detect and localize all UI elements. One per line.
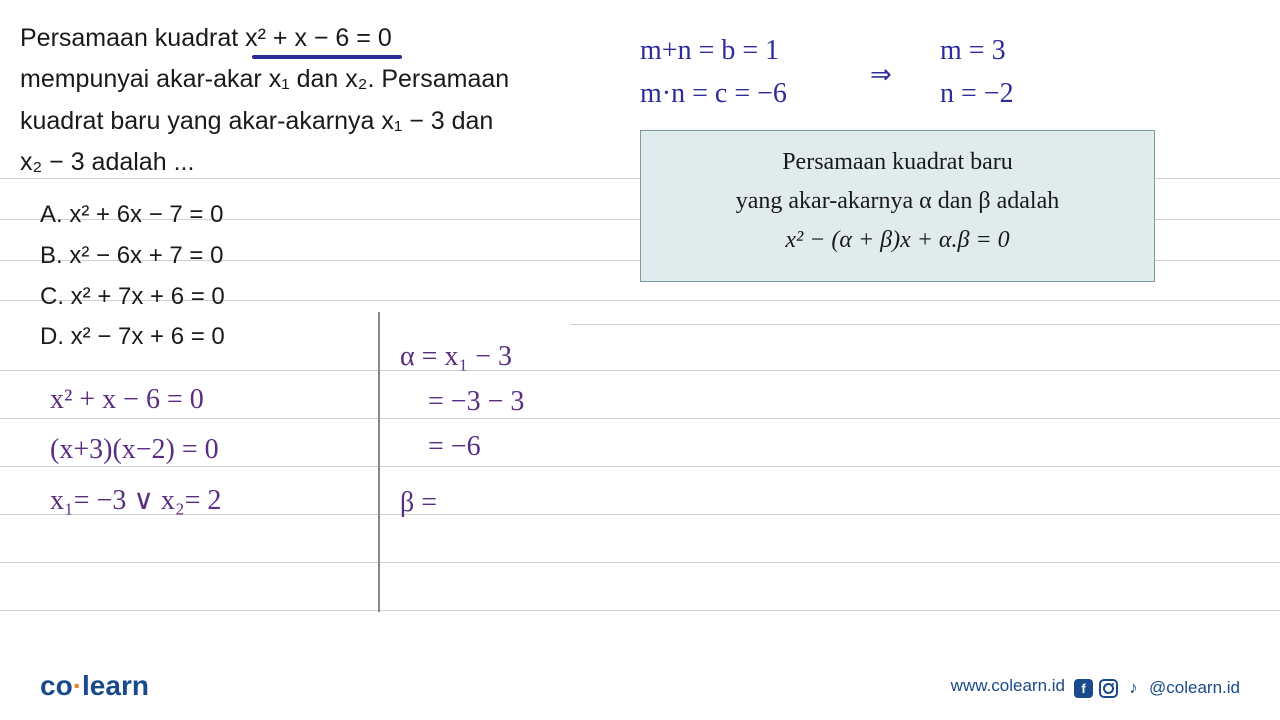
formula-info-box: Persamaan kuadrat baru yang akar-akarnya… [640, 130, 1155, 282]
work-r3: = −6 [400, 425, 524, 470]
handwriting-n: n = −2 [940, 78, 1014, 110]
problem-line3: kuadrat baru yang akar-akarnya x₁ − 3 da… [20, 101, 575, 142]
work-r2: = −3 − 3 [400, 380, 524, 425]
option-c: C. x² + 7x + 6 = 0 [40, 277, 225, 318]
problem-line2: mempunyai akar-akar x₁ dan x₂. Persamaan [20, 59, 575, 100]
work-r4: β = [400, 481, 524, 526]
work-l1: x² + x − 6 = 0 [50, 375, 221, 425]
info-formula: x² − (α + β)x + α.β = 0 [661, 227, 1134, 254]
work-r1: α = x₁ − 3 [400, 335, 524, 380]
vertical-divider [378, 312, 380, 612]
work-l2: (x+3)(x−2) = 0 [50, 425, 221, 475]
colearn-logo: co·learn [40, 670, 149, 702]
option-d: D. x² − 7x + 6 = 0 [40, 317, 225, 358]
instagram-icon [1099, 679, 1118, 698]
work-l3: x₁= −3 ∨ x₂= 2 [50, 476, 221, 526]
website-url: www.colearn.id [951, 676, 1065, 696]
social-handle: @colearn.id [1149, 678, 1240, 698]
option-a: A. x² + 6x − 7 = 0 [40, 195, 225, 236]
option-b: B. x² − 6x + 7 = 0 [40, 236, 225, 277]
logo-learn: learn [82, 670, 149, 701]
implies-arrow-icon: ⇒ [870, 60, 892, 90]
problem-text: Persamaan kuadrat x² + x − 6 = 0 mempuny… [20, 18, 575, 183]
handwriting-product: m·n = c = −6 [640, 78, 787, 110]
info-title: Persamaan kuadrat baru [661, 149, 1134, 176]
social-handles: f ♪ @colearn.id [1074, 678, 1240, 698]
facebook-icon: f [1074, 679, 1093, 698]
answer-options: A. x² + 6x − 7 = 0 B. x² − 6x + 7 = 0 C.… [40, 195, 225, 358]
worked-solution-left: x² + x − 6 = 0 (x+3)(x−2) = 0 x₁= −3 ∨ x… [50, 375, 221, 526]
logo-dot: · [73, 670, 82, 701]
problem-line1a: Persamaan kuadrat [20, 24, 245, 52]
handwriting-m: m = 3 [940, 35, 1006, 67]
worked-solution-right: α = x₁ − 3 = −3 − 3 = −6 β = [400, 335, 524, 526]
problem-eq: x² + x − 6 = 0 [245, 24, 392, 52]
info-sub: yang akar-akarnya α dan β adalah [661, 188, 1134, 215]
tiktok-icon: ♪ [1124, 679, 1143, 698]
footer: co·learn www.colearn.id f ♪ @colearn.id [0, 662, 1280, 702]
problem-line4: x₂ − 3 adalah ... [20, 142, 575, 183]
handwriting-sum: m+n = b = 1 [640, 35, 779, 67]
logo-co: co [40, 670, 73, 701]
equation-underline [252, 55, 402, 59]
